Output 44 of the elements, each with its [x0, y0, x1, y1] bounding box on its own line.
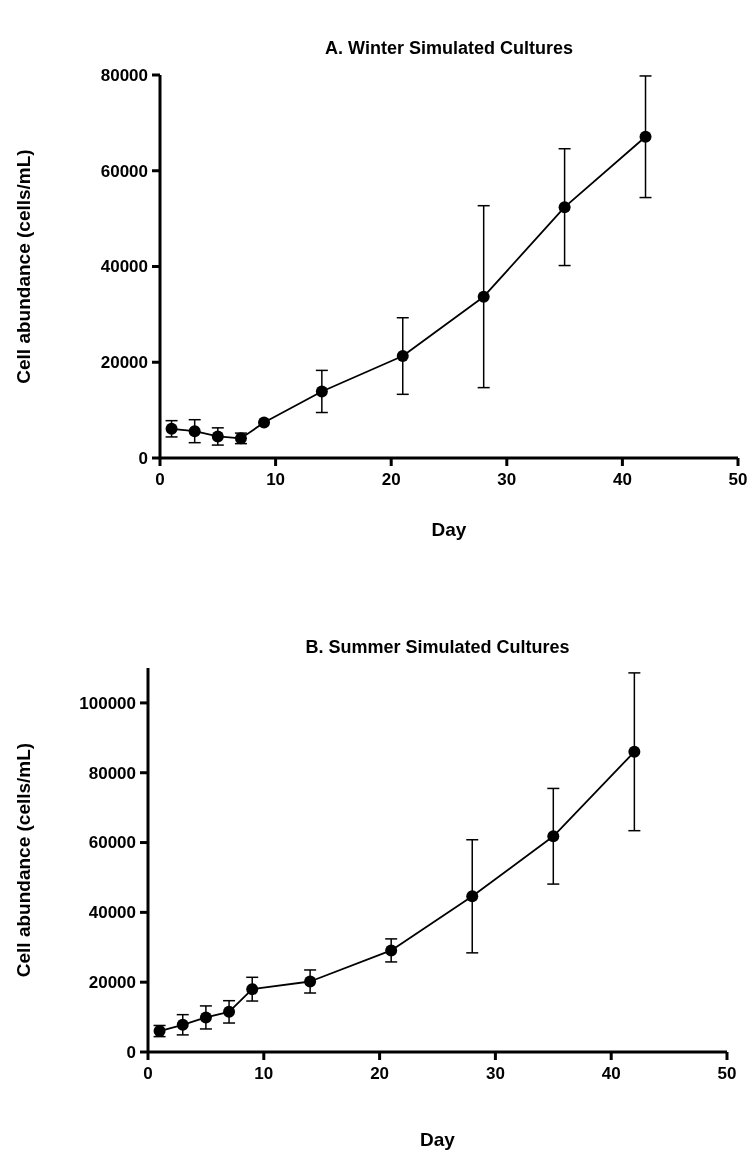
- x-axis-title: Day: [431, 519, 467, 540]
- y-tick-label: 60000: [88, 833, 136, 853]
- x-tick-label: 10: [266, 470, 286, 489]
- point: [223, 1005, 236, 1018]
- x-tick-label: 20: [370, 1064, 390, 1083]
- x-tick-label: 0: [155, 470, 165, 489]
- point: [304, 975, 317, 988]
- y-tick-label: 40000: [100, 257, 148, 277]
- point: [547, 830, 560, 843]
- point: [477, 290, 490, 303]
- point: [188, 425, 201, 438]
- point: [315, 385, 328, 398]
- x-tick-label: 30: [497, 470, 517, 489]
- x-axis-title: Day: [420, 1129, 456, 1150]
- x-tick-label: 40: [612, 470, 632, 489]
- y-tick-label: 20000: [100, 353, 148, 373]
- y-axis-title: Cell abundance (cells/mL): [13, 742, 34, 978]
- point: [466, 890, 479, 903]
- point: [258, 416, 271, 429]
- y-tick-label: 0: [138, 448, 148, 468]
- y-tick-label: 100000: [79, 693, 136, 713]
- y-axis-title: Cell abundance (cells/mL): [13, 149, 34, 384]
- x-tick-label: 20: [381, 470, 401, 489]
- x-tick-label: 40: [601, 1064, 621, 1083]
- point: [639, 130, 652, 143]
- point: [558, 201, 571, 214]
- point: [176, 1018, 189, 1031]
- point: [396, 350, 409, 363]
- y-tick-label: 60000: [100, 161, 148, 181]
- y-tick-label: 40000: [88, 903, 136, 923]
- y-tick-label: 80000: [88, 763, 136, 783]
- x-tick-label: 30: [485, 1064, 505, 1083]
- chart-title: A. Winter Simulated Cultures: [325, 38, 573, 58]
- y-tick-label: 80000: [100, 65, 148, 85]
- point: [385, 944, 398, 957]
- point: [199, 1011, 212, 1024]
- point: [628, 745, 641, 758]
- chart-title: B. Summer Simulated Cultures: [305, 637, 570, 657]
- point: [246, 983, 259, 996]
- x-tick-label: 50: [717, 1064, 737, 1083]
- x-tick-label: 10: [254, 1064, 274, 1083]
- y-tick-label: 20000: [88, 973, 136, 993]
- y-tick-label: 0: [126, 1042, 136, 1062]
- x-tick-label: 50: [728, 470, 748, 489]
